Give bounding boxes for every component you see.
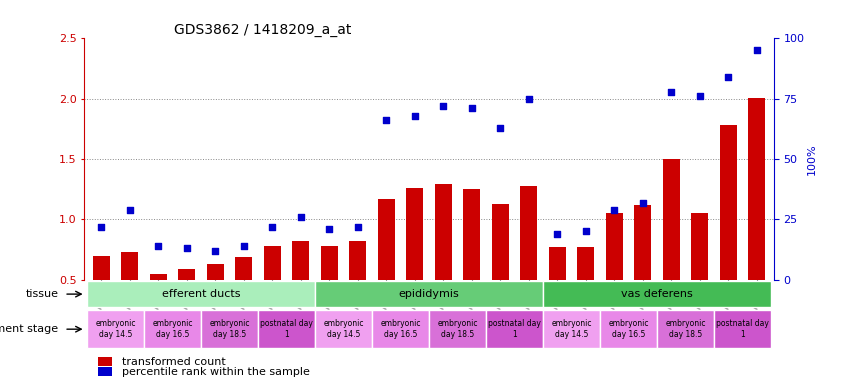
Text: transformed count: transformed count bbox=[122, 357, 225, 367]
Point bbox=[351, 223, 364, 230]
Point bbox=[636, 199, 649, 205]
Text: percentile rank within the sample: percentile rank within the sample bbox=[122, 367, 309, 377]
Point bbox=[379, 118, 393, 124]
Point bbox=[322, 226, 336, 232]
Bar bbox=[435, 184, 452, 340]
Point bbox=[237, 243, 251, 249]
Point bbox=[151, 243, 165, 249]
FancyBboxPatch shape bbox=[543, 310, 600, 348]
Point bbox=[607, 207, 621, 213]
Point bbox=[408, 113, 421, 119]
Text: postnatal day
1: postnatal day 1 bbox=[716, 319, 769, 339]
Point bbox=[522, 96, 536, 102]
FancyBboxPatch shape bbox=[543, 281, 771, 307]
FancyBboxPatch shape bbox=[87, 281, 315, 307]
FancyBboxPatch shape bbox=[657, 310, 714, 348]
Bar bbox=[492, 204, 509, 340]
FancyBboxPatch shape bbox=[372, 310, 429, 348]
Text: vas deferens: vas deferens bbox=[621, 289, 693, 299]
Bar bbox=[178, 269, 195, 340]
Text: GDS3862 / 1418209_a_at: GDS3862 / 1418209_a_at bbox=[174, 23, 352, 37]
Text: embryonic
day 16.5: embryonic day 16.5 bbox=[152, 319, 193, 339]
Bar bbox=[748, 98, 765, 340]
Point bbox=[123, 207, 136, 213]
Point bbox=[750, 47, 764, 53]
Bar bbox=[577, 247, 595, 340]
Bar bbox=[548, 247, 566, 340]
Bar bbox=[349, 241, 366, 340]
Bar bbox=[121, 252, 138, 340]
Text: postnatal day
1: postnatal day 1 bbox=[260, 319, 313, 339]
Bar bbox=[520, 185, 537, 340]
Text: embryonic
day 16.5: embryonic day 16.5 bbox=[608, 319, 648, 339]
Point bbox=[693, 93, 706, 99]
Bar bbox=[663, 159, 680, 340]
Point bbox=[579, 228, 592, 235]
Point bbox=[266, 223, 279, 230]
Point bbox=[550, 231, 563, 237]
Bar bbox=[634, 205, 651, 340]
Bar bbox=[207, 264, 224, 340]
FancyBboxPatch shape bbox=[258, 310, 315, 348]
Text: epididymis: epididymis bbox=[399, 289, 459, 299]
Bar bbox=[606, 214, 622, 340]
Text: embryonic
day 14.5: embryonic day 14.5 bbox=[551, 319, 591, 339]
FancyBboxPatch shape bbox=[315, 281, 543, 307]
Point bbox=[465, 105, 479, 111]
Bar bbox=[98, 367, 112, 376]
Text: embryonic
day 18.5: embryonic day 18.5 bbox=[437, 319, 478, 339]
FancyBboxPatch shape bbox=[144, 310, 201, 348]
Point bbox=[436, 103, 450, 109]
Bar bbox=[98, 356, 112, 366]
Bar bbox=[150, 274, 167, 340]
FancyBboxPatch shape bbox=[429, 310, 486, 348]
Point bbox=[180, 245, 193, 252]
FancyBboxPatch shape bbox=[201, 310, 258, 348]
Text: postnatal day
1: postnatal day 1 bbox=[488, 319, 541, 339]
Bar bbox=[720, 125, 737, 340]
FancyBboxPatch shape bbox=[87, 310, 144, 348]
FancyBboxPatch shape bbox=[315, 310, 372, 348]
Text: embryonic
day 18.5: embryonic day 18.5 bbox=[209, 319, 250, 339]
Text: embryonic
day 14.5: embryonic day 14.5 bbox=[323, 319, 363, 339]
FancyBboxPatch shape bbox=[714, 310, 771, 348]
Bar bbox=[292, 241, 309, 340]
Text: tissue: tissue bbox=[25, 289, 59, 299]
Text: embryonic
day 14.5: embryonic day 14.5 bbox=[95, 319, 135, 339]
Text: embryonic
day 18.5: embryonic day 18.5 bbox=[665, 319, 706, 339]
FancyBboxPatch shape bbox=[486, 310, 543, 348]
Text: development stage: development stage bbox=[0, 324, 59, 334]
Bar bbox=[320, 246, 338, 340]
Point bbox=[294, 214, 308, 220]
Point bbox=[722, 74, 735, 80]
Text: embryonic
day 16.5: embryonic day 16.5 bbox=[380, 319, 420, 339]
Point bbox=[664, 88, 678, 94]
Point bbox=[494, 125, 507, 131]
Bar bbox=[691, 214, 708, 340]
Bar bbox=[263, 246, 281, 340]
Point bbox=[209, 248, 222, 254]
Bar bbox=[235, 257, 252, 340]
Bar bbox=[93, 256, 109, 340]
Bar bbox=[406, 188, 423, 340]
FancyBboxPatch shape bbox=[600, 310, 657, 348]
Point bbox=[94, 223, 108, 230]
Y-axis label: 100%: 100% bbox=[807, 143, 817, 175]
Bar bbox=[463, 189, 480, 340]
Bar bbox=[378, 199, 394, 340]
Text: efferent ducts: efferent ducts bbox=[161, 289, 241, 299]
